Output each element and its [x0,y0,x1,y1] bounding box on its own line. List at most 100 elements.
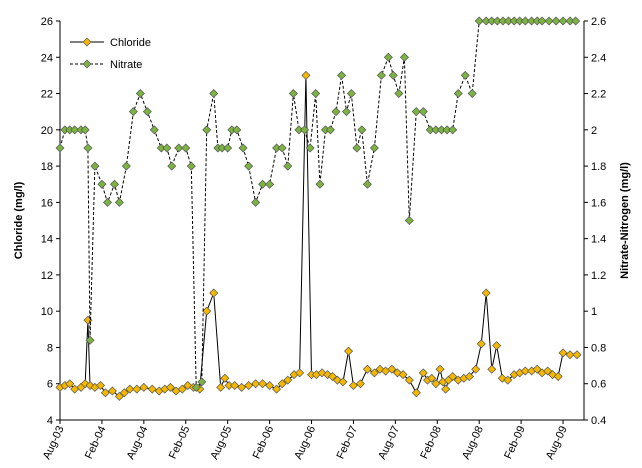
chloride-point [520,366,530,376]
chloride-point [147,384,157,394]
legend-chloride-label: Chloride [110,37,151,49]
nitrate-point [97,179,107,189]
nitrate-point [135,89,145,99]
nitrate-point [383,52,393,62]
chloride-point [125,384,135,394]
chloride-point [216,382,226,392]
chloride-point [553,371,563,381]
y-left-tick-label: 4 [47,415,53,427]
legend-nitrate-label: Nitrate [110,59,142,71]
x-tick-label: Aug-04 [125,424,151,461]
series-layer [55,16,582,401]
legend: Chloride Nitrate [70,37,151,71]
y-left-tick-label: 22 [41,89,53,101]
y-left-tick-label: 24 [41,52,53,64]
nitrate-point [404,216,414,225]
y-left-tick-label: 10 [41,306,53,318]
nitrate-point [110,179,119,189]
nitrate-point [197,377,207,387]
x-tick-label: Feb-04 [83,424,109,461]
nitrate-point [265,179,275,189]
chloride-point [476,339,486,349]
y-axis-right-title: Nitrate-Nitrogen (mg/l) [619,162,631,279]
chloride-point [464,371,474,381]
chloride-point [251,379,261,389]
y-right-tick-label: 2.6 [591,16,606,28]
x-tick-label: Feb-06 [251,424,277,461]
nitrate-point [167,161,177,171]
chloride-point [220,373,230,383]
nitrate-point [537,16,547,26]
nitrate-point [460,70,470,80]
chloride-point [492,341,502,351]
nitrate-point [352,143,362,153]
nitrate-point [277,143,287,153]
x-tick-label: Aug-06 [292,424,318,461]
chloride-point [543,366,553,376]
chloride-point [272,384,282,394]
nitrate-point [181,143,191,153]
x-tick-label: Aug-03 [41,424,67,461]
chloride-point [277,379,287,389]
nitrate-point [288,89,298,99]
chloride-point [202,306,212,316]
y-left-tick-label: 6 [47,379,53,391]
nitrate-point [90,161,100,171]
nitrate-point [174,143,184,153]
y-right-tick-label: 1 [591,306,597,318]
nitrate-point [209,89,219,99]
chloride-point [65,379,75,389]
nitrate-point [55,143,65,153]
x-tick-label: Aug-07 [376,424,402,461]
nitrate-point [418,107,428,117]
chloride-point [344,346,354,356]
chloride-point [348,381,358,391]
chloride-point [572,350,582,360]
chloride-point [404,375,414,385]
chloride-point [435,364,445,374]
nitrate-point [114,197,124,207]
nitrate-point [121,161,131,171]
axes: 4 6 8 10 12 14 16 18 20 22 24 26 0.4 0.6 0.8 1 1.2 1.4 1.6… [13,16,631,461]
nitrate-point [346,89,356,99]
y-left-tick-label: 26 [41,16,53,28]
chloride-point [327,371,337,381]
nitrate-point [128,107,138,117]
nitrate-point [238,143,248,153]
chloride-point [283,375,293,385]
chloride-point [427,373,437,383]
chloride-point [132,384,142,394]
nitrate-point [411,107,421,117]
nitrate-point [571,16,581,26]
nitrate-point [399,52,409,62]
chloride-point [481,288,491,298]
x-tick-label: Aug-08 [460,424,486,461]
chloride-point [532,364,542,374]
y-right-tick-label: 2.2 [591,89,606,101]
y-axis-left-title: Chloride (mg/l) [13,181,25,259]
y-right-tick-label: 1.4 [591,234,606,246]
chloride-point [96,381,106,391]
nitrate-point [244,161,254,171]
legend-chloride-marker [82,37,92,47]
chloride-point [355,379,365,389]
x-tick-label: Feb-07 [335,424,361,461]
nitrate-point [142,107,152,117]
chloride-point [411,388,421,398]
nitrate-point [544,16,554,26]
chloride-point [265,381,275,391]
chloride-point [418,368,428,378]
y-right-tick-label: 0.4 [591,415,606,427]
nitrate-point [376,70,386,80]
chloride-series-line [59,75,577,398]
y-right-tick-label: 1.6 [591,197,606,209]
x-tick-label: Feb-05 [167,424,193,461]
nitrate-point [558,16,568,26]
nitrate-point [467,89,477,99]
chloride-point [209,288,219,298]
chloride-point [503,375,513,385]
chloride-point [139,382,149,392]
nitrate-point [258,179,268,189]
y-left-tick-label: 14 [41,234,53,246]
